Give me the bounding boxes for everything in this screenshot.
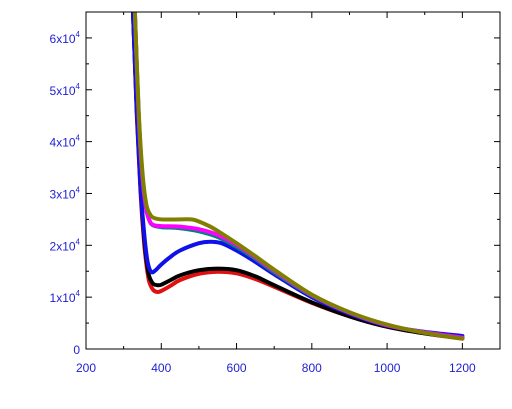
x-tick-label: 1200	[449, 361, 476, 375]
y-tick-label: 6x104	[50, 30, 81, 46]
y-tick-label: 4x104	[50, 134, 81, 150]
y-tick-label: 0	[73, 343, 80, 357]
y-tick-label: 3x104	[50, 185, 81, 201]
plot-frame	[85, 11, 501, 350]
y-tick-label: 2x104	[50, 237, 81, 253]
x-tick-label: 1000	[374, 361, 401, 375]
x-tick-label: 600	[227, 361, 247, 375]
axes-layer: 200 400 600 800 1000 1200 0 1x104 2x104 3x104 4x10…	[50, 12, 500, 375]
x-tick-label: 800	[302, 361, 322, 375]
y-tick-label: 1x104	[50, 289, 81, 305]
x-tick-label: 200	[76, 361, 96, 375]
series-line-6	[132, 12, 465, 341]
y-tick-label: 5x104	[50, 82, 81, 98]
series-layer	[131, 12, 465, 341]
x-tick-label: 400	[151, 361, 171, 375]
